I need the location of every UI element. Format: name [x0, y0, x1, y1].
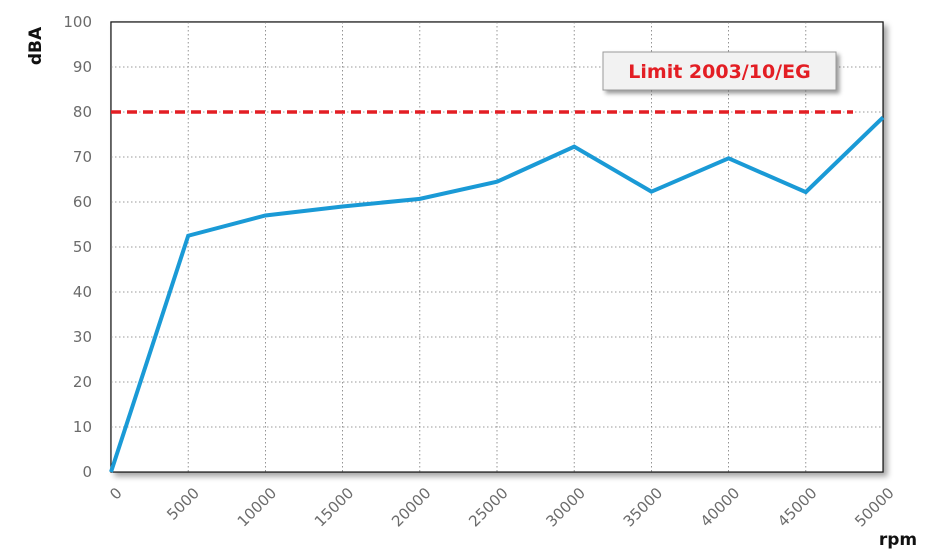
- x-tick-label: 20000: [388, 484, 434, 530]
- x-tick-label: 5000: [163, 484, 203, 524]
- y-axis-title: dBA: [26, 26, 46, 65]
- y-tick-label: 50: [73, 238, 92, 256]
- x-tick-label: 45000: [774, 484, 820, 530]
- limit-annotation-text: Limit 2003/10/EG: [628, 61, 810, 83]
- x-tick-label: 0: [106, 484, 125, 503]
- limit-annotation: Limit 2003/10/EG: [602, 51, 837, 91]
- x-tick-label: 15000: [311, 484, 357, 530]
- limit-annotation-box: [602, 51, 837, 91]
- x-tick-label: 25000: [465, 484, 511, 530]
- y-tick-label: 90: [73, 58, 92, 76]
- y-tick-label: 40: [73, 283, 92, 301]
- y-tick-label: 20: [73, 373, 92, 391]
- y-tick-label: 10: [73, 418, 92, 436]
- y-tick-label: 100: [63, 13, 92, 31]
- y-axis-ticks: 0 10 20 30 40 50 60 70 80 90 100: [63, 13, 92, 481]
- x-axis-title: rpm: [879, 530, 917, 550]
- x-tick-label: 35000: [620, 484, 666, 530]
- y-tick-label: 70: [73, 148, 92, 166]
- x-tick-label: 10000: [234, 484, 280, 530]
- y-tick-label: 60: [73, 193, 92, 211]
- y-tick-label: 30: [73, 328, 92, 346]
- x-tick-label: 50000: [851, 484, 897, 530]
- x-axis-ticks: 0 5000 10000 15000 20000 25000 30000 35000 40000…: [106, 484, 897, 530]
- series-layer: [109, 115, 885, 473]
- y-tick-label: 80: [73, 103, 92, 121]
- series-line: [109, 115, 885, 473]
- y-tick-label: 0: [82, 463, 92, 481]
- x-tick-label: 30000: [542, 484, 588, 530]
- x-tick-label: 40000: [697, 484, 743, 530]
